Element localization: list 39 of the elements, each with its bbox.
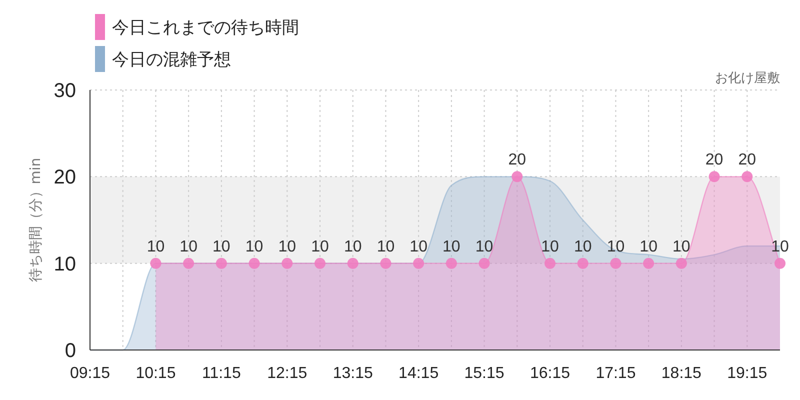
x-tick-label: 15:15 [464,365,504,382]
y-axis-title: 待ち時間（分）min [28,158,44,282]
data-label: 10 [311,238,329,256]
data-label: 10 [245,238,264,256]
data-label: 10 [541,238,559,256]
legend-label: 今日の混雑予想 [112,50,231,70]
data-label: 20 [738,152,756,169]
data-label: 10 [442,238,460,256]
data-label: 10 [574,238,592,256]
data-label: 10 [278,238,296,256]
legend-label: 今日これまでの待ち時間 [112,18,299,38]
chart-subtitle: お化け屋敷 [715,71,780,86]
data-label: 10 [212,238,230,256]
data-label: 10 [771,238,789,256]
data-label: 10 [640,238,658,256]
x-tick-label: 19:15 [727,365,768,382]
x-tick-label: 14:15 [398,365,439,382]
data-label: 20 [705,152,724,169]
data-label: 10 [475,238,494,256]
data-label: 10 [606,238,625,256]
x-tick-label: 12:15 [267,365,308,382]
y-tick-label: 10 [54,253,76,276]
data-label: 10 [180,238,198,256]
x-tick-label: 13:15 [332,365,373,382]
data-label: 10 [410,238,428,256]
data-label: 10 [672,238,690,256]
x-tick-label: 09:15 [70,365,110,382]
x-tick-label: 18:15 [661,365,702,382]
data-label: 10 [146,238,165,256]
data-label: 10 [344,238,362,256]
x-tick-label: 10:15 [136,365,176,382]
data-label: 20 [508,152,526,169]
x-tick-label: 16:15 [530,365,570,382]
x-tick-label: 17:15 [596,365,636,382]
data-label: 10 [376,238,395,256]
y-tick-label: 0 [64,340,76,362]
y-tick-label: 30 [54,80,76,102]
x-tick-label: 11:15 [202,365,241,382]
y-tick-label: 20 [54,166,76,189]
